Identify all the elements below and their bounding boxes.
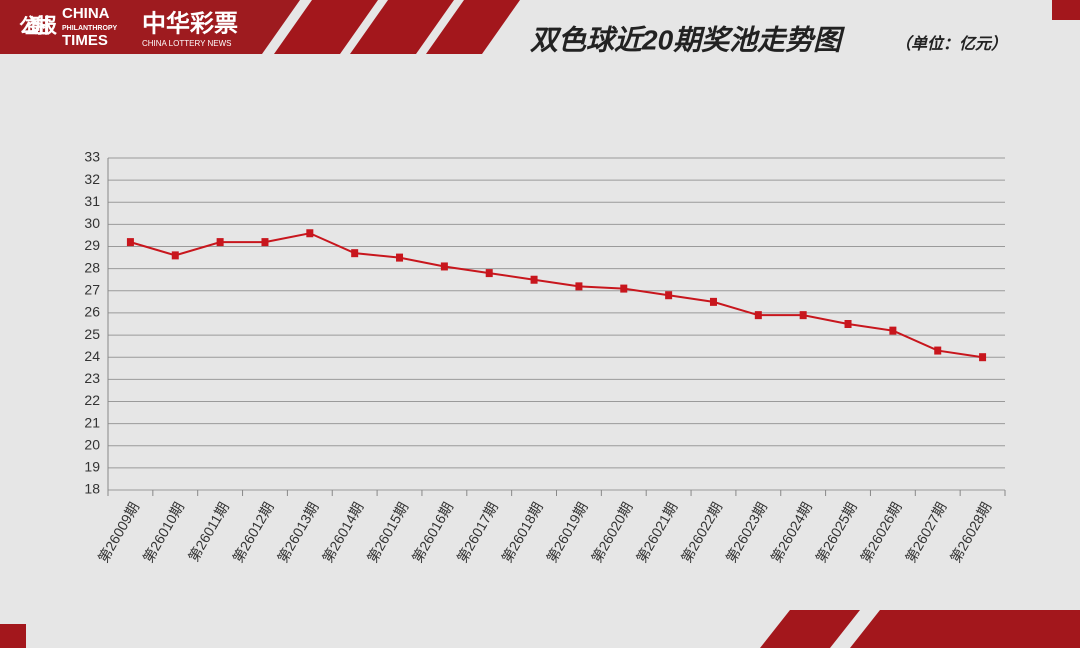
logo-en: TIMES bbox=[62, 32, 108, 49]
marker bbox=[126, 238, 134, 247]
y-tick-label: 28 bbox=[84, 259, 100, 275]
logo-en: CHINA bbox=[62, 5, 110, 22]
marker bbox=[216, 238, 224, 247]
chart-title: 双色球近20期奖池走势图 bbox=[530, 24, 845, 55]
marker bbox=[351, 249, 359, 258]
y-tick-label: 25 bbox=[84, 326, 100, 342]
y-tick-label: 20 bbox=[84, 436, 100, 452]
logo-en: PHILANTHROPY bbox=[62, 25, 118, 32]
y-tick-label: 27 bbox=[84, 282, 100, 298]
marker bbox=[485, 269, 493, 278]
partner-en: CHINA LOTTERY NEWS bbox=[142, 39, 232, 48]
y-tick-label: 22 bbox=[84, 392, 100, 408]
footer-stripe bbox=[760, 610, 860, 648]
chart-subtitle: （单位：亿元） bbox=[895, 34, 1007, 53]
y-tick-label: 23 bbox=[84, 370, 100, 386]
y-tick-label: 29 bbox=[84, 237, 100, 253]
marker bbox=[754, 311, 762, 320]
marker bbox=[709, 297, 717, 306]
marker bbox=[171, 251, 179, 260]
marker bbox=[665, 291, 673, 300]
line bbox=[130, 232, 983, 359]
footer-corner bbox=[0, 624, 26, 648]
y-tick-label: 18 bbox=[84, 481, 100, 497]
y-tick-label: 19 bbox=[84, 459, 100, 475]
partner-cn: 中华彩票 bbox=[142, 9, 238, 37]
marker bbox=[396, 253, 404, 262]
marker bbox=[575, 282, 583, 291]
marker bbox=[979, 353, 987, 362]
header-corner bbox=[1052, 0, 1080, 20]
y-tick-label: 21 bbox=[84, 414, 100, 430]
header-stripe bbox=[274, 0, 378, 54]
footer-band bbox=[850, 610, 1080, 648]
marker bbox=[799, 311, 807, 320]
y-tick-label: 32 bbox=[84, 171, 100, 187]
marker bbox=[306, 229, 314, 238]
header-stripe bbox=[426, 0, 520, 54]
marker bbox=[440, 262, 448, 271]
marker bbox=[620, 284, 628, 293]
header-stripe bbox=[350, 0, 454, 54]
y-tick-label: 31 bbox=[84, 193, 100, 209]
logo-cn: 公益时报 bbox=[19, 13, 57, 37]
y-tick-label: 33 bbox=[84, 149, 100, 165]
y-tick-label: 26 bbox=[84, 304, 100, 320]
marker bbox=[934, 346, 942, 355]
marker bbox=[844, 320, 852, 328]
marker bbox=[530, 275, 538, 284]
y-tick-label: 24 bbox=[84, 348, 100, 364]
marker bbox=[261, 238, 269, 247]
y-tick-label: 30 bbox=[84, 215, 100, 231]
header-band bbox=[0, 0, 300, 54]
marker bbox=[889, 326, 897, 335]
